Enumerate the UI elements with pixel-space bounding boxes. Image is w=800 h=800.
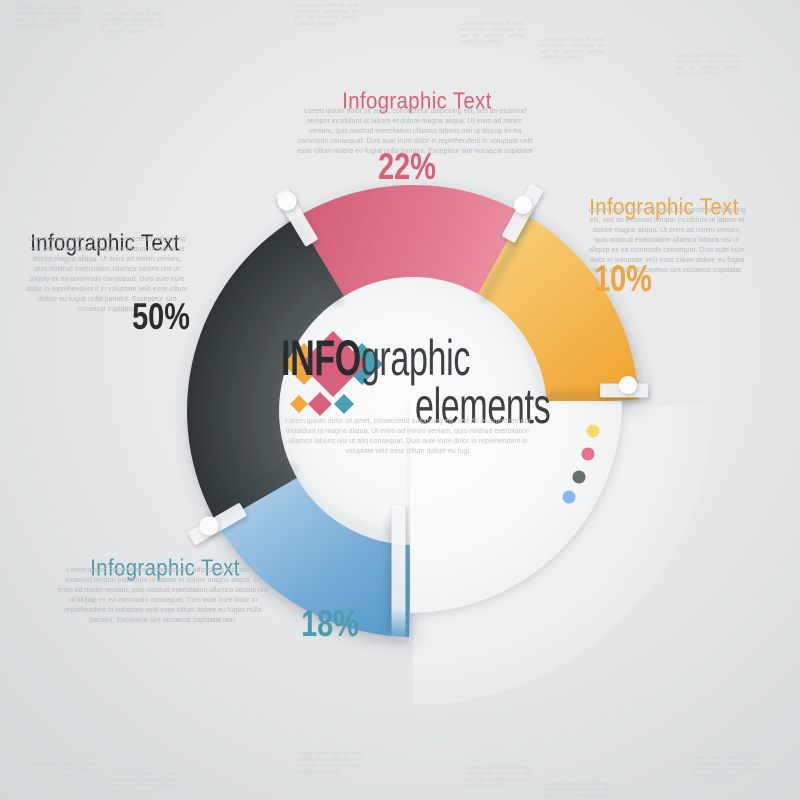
logo-diamond-pink [300, 331, 366, 397]
marker-circle-bottomleft [199, 516, 219, 536]
label-right-title: Infographic Text [589, 193, 739, 220]
boundary-markers [199, 191, 637, 536]
label-bottom-body: Lorem ipsum dolor sit amet, consectetur … [57, 567, 269, 624]
label-right-percent: 10% [594, 258, 652, 299]
label-top-body: Lorem ipsum dolor sit amet, consectetur … [297, 108, 533, 155]
label-bottom-title: Infographic Text [90, 554, 240, 581]
segment-pink-22 [296, 184, 523, 297]
shadow-dark-blue [207, 463, 299, 522]
marker-circle-topleft [277, 191, 297, 211]
label-top-title: Infographic Text [342, 87, 492, 114]
logo-diamonds [283, 331, 383, 416]
marker-circle-right [619, 376, 637, 394]
label-left-percent: 50% [132, 296, 190, 337]
segment-orange-10 [477, 213, 639, 404]
shadow-dark-pink [284, 215, 344, 307]
shadow-blue-sheet [386, 520, 395, 632]
watermark-text: Lorem ipsum dolor sit amet consectetur a… [694, 755, 758, 779]
segment-dark-50 [187, 217, 345, 525]
legend-dot-gray [572, 470, 586, 484]
label-top-percent: 22% [378, 146, 436, 187]
logo-title-info: INFO [281, 330, 361, 386]
fold-shadows [207, 211, 638, 632]
watermark-text: Lorem ipsum dolor sit amet consectetur a… [540, 37, 604, 61]
shadow-pink-orange [478, 211, 536, 304]
watermark-text: Lorem ipsum dolor sit amet consectetur a… [30, 755, 94, 779]
logo-diamond-small-teal [334, 394, 354, 414]
marker-circle-topright [514, 196, 532, 214]
watermark-text: Lorem ipsum dolor sit amet consectetur a… [294, 3, 358, 27]
label-right-body: Lorem ipsum dolor sit amet, consectetur … [588, 207, 746, 274]
label-left-title: Infographic Text [30, 229, 180, 256]
watermark-text: Lorem ipsum dolor sit amet consectetur a… [676, 53, 740, 77]
legend-dot-pink [581, 447, 595, 461]
watermark-text: Lorem ipsum dolor sit amet consectetur a… [100, 11, 164, 35]
blank-quarter-sheet [410, 401, 622, 613]
logo-title-graphic: graphic [360, 330, 470, 386]
logo-title-line2: elements [415, 378, 551, 434]
watermark-text: Lorem ipsum dolor sit amet consectetur a… [298, 751, 362, 775]
legend-dot-blue [562, 490, 576, 504]
label-left-body: Lorem ipsum dolor sit amet, consectetur … [26, 236, 188, 313]
label-bottom-percent: 18% [301, 603, 359, 644]
legend-dot-yellow [586, 424, 600, 438]
shadow-orange-sheet [546, 391, 638, 401]
tab-blue-sheet [391, 505, 406, 640]
watermark-text: Lorem ipsum dolor sit amet consectetur a… [466, 765, 530, 789]
logo-diamond-small-pink [308, 392, 332, 416]
watermark-text: Lorem ipsum dolor sit amet consectetur a… [18, 5, 82, 29]
watermark-text: Lorem ipsum dolor sit amet consectetur a… [112, 771, 176, 795]
segment-blue-18 [217, 477, 411, 637]
logo-diamond-small-orange [290, 395, 308, 413]
donut-segments [187, 184, 639, 637]
legend-dots [562, 424, 600, 504]
watermark-text: Lorem ipsum dolor sit amet consectetur a… [460, 21, 524, 45]
logo-title-line1: INFOgraphic [281, 333, 470, 383]
center-paragraph: Lorem ipsum dolor sit amet, consectetur … [285, 418, 531, 455]
watermark-text: Lorem ipsum dolor sit amet consectetur a… [546, 781, 610, 800]
